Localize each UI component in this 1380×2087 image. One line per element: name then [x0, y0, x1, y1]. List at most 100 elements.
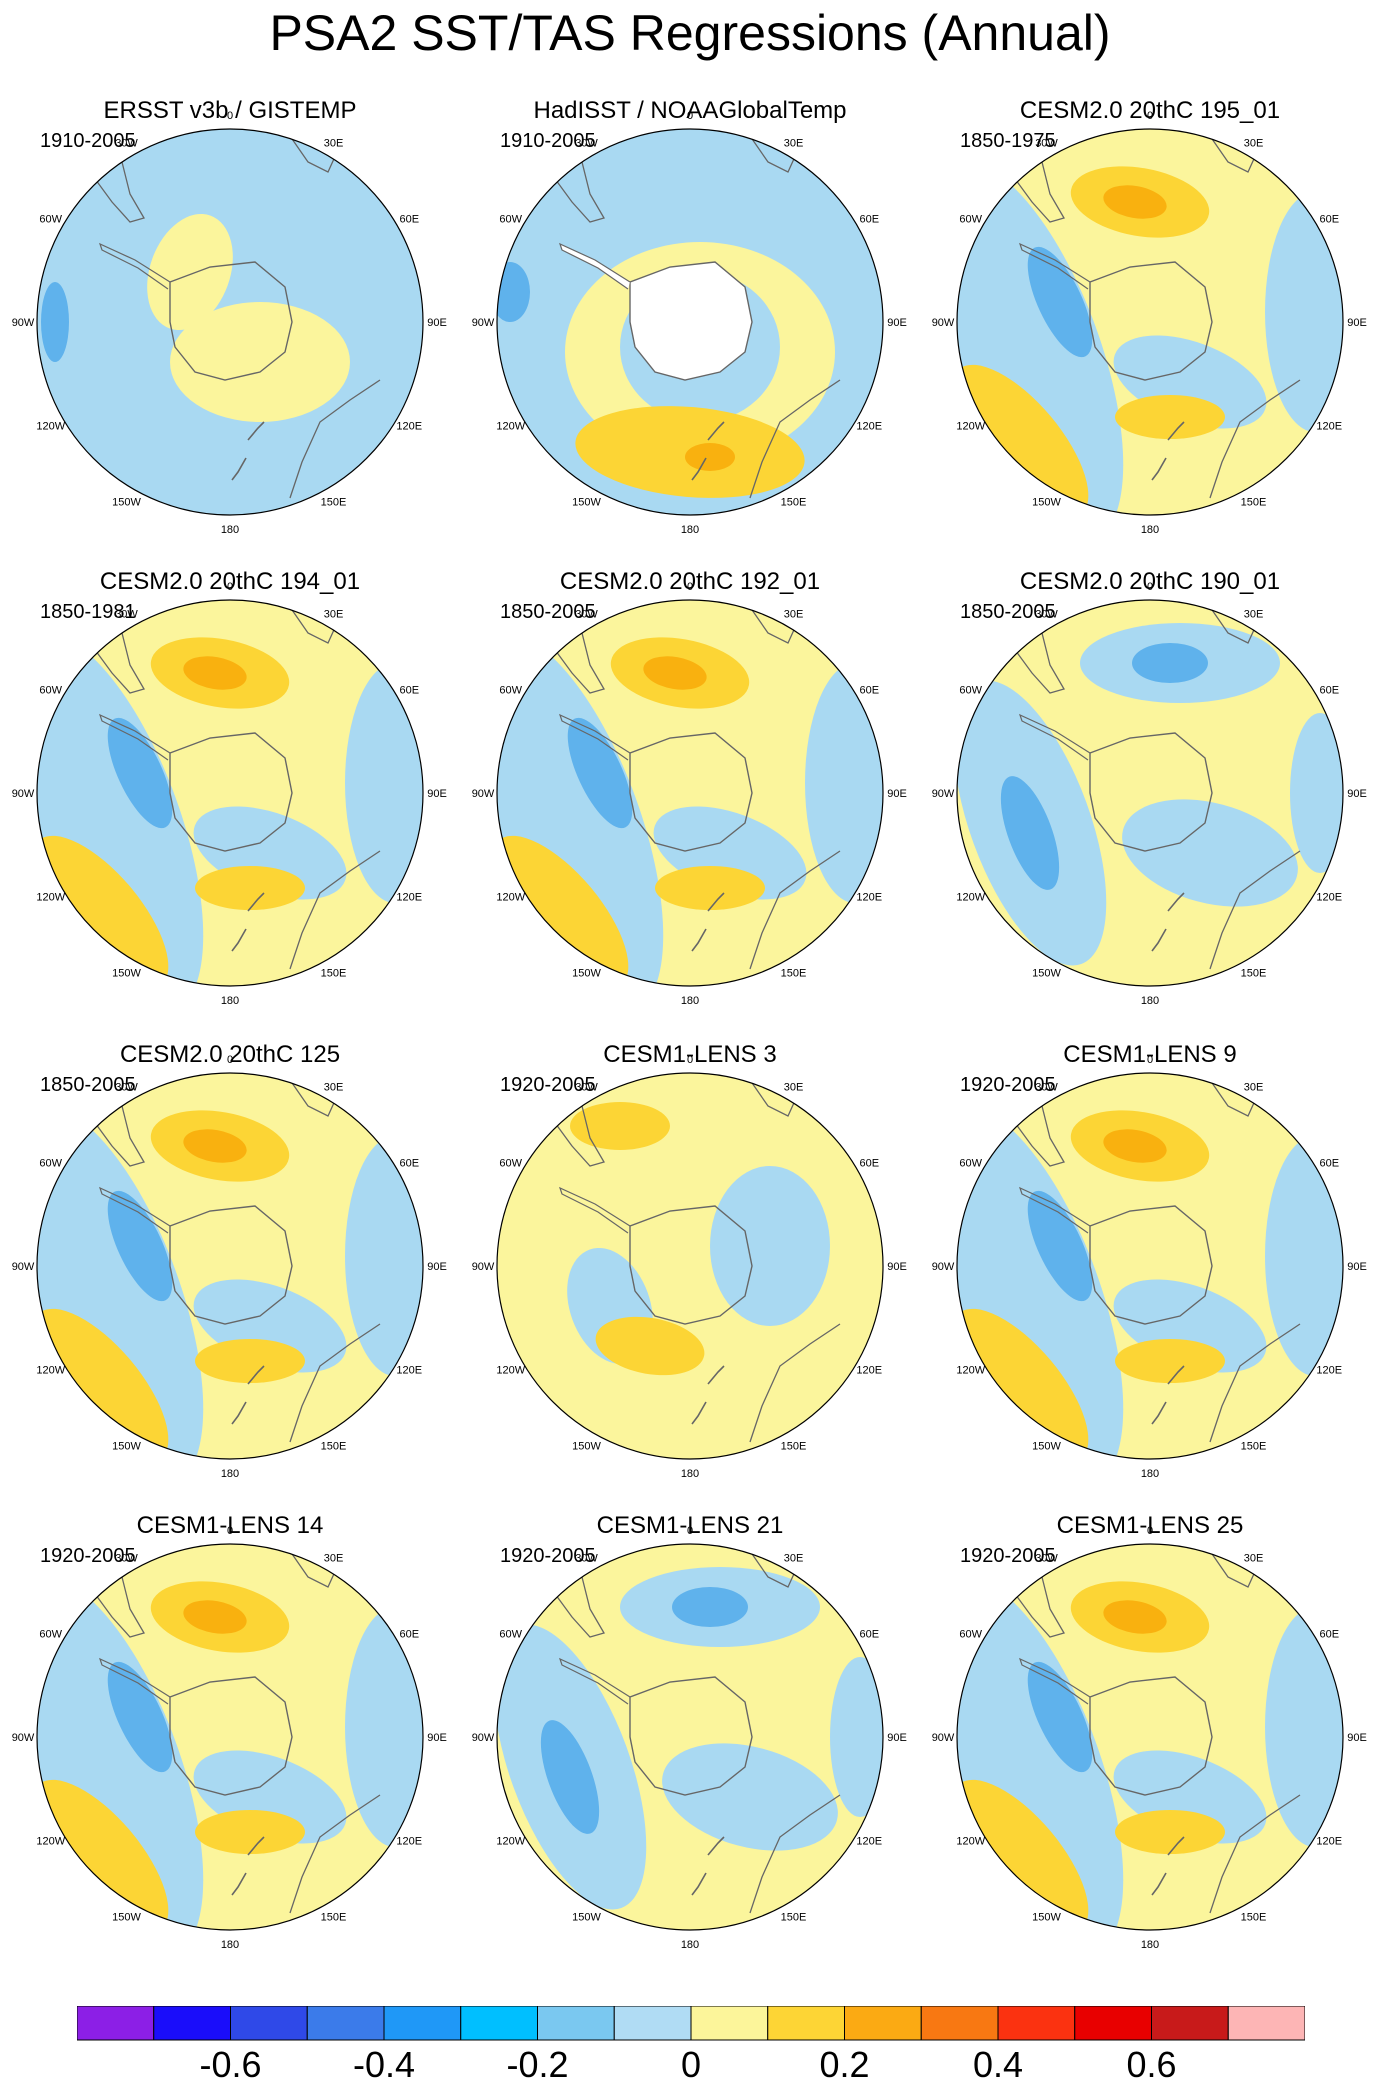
antarctica-landmass — [1089, 732, 1213, 852]
negative-anomaly-core — [672, 1587, 748, 1627]
longitude-label: 60W — [39, 1629, 62, 1641]
longitude-label: 60W — [959, 214, 982, 226]
australia-coast — [289, 379, 381, 499]
map-panel: CESM1-LENS 25 1920-2005 0 30E 60E 90E 120E 150E… — [920, 1510, 1380, 1984]
map-panel: HadISST / NOAAGlobalTemp 1910-2005 0 30E 60E… — [460, 95, 920, 569]
longitude-label: 30W — [115, 609, 138, 621]
africa-coast — [749, 135, 799, 173]
africa-coast — [749, 1550, 799, 1588]
antarctic-peninsula — [98, 242, 171, 290]
antarctica-landmass — [1089, 1676, 1213, 1796]
longitude-label: 90E — [427, 317, 447, 329]
panel-title: HadISST / NOAAGlobalTemp — [533, 97, 847, 124]
longitude-label: 150E — [781, 967, 807, 979]
positive-anomaly — [655, 866, 765, 910]
longitude-label: 120E — [396, 892, 422, 904]
anomaly-field — [497, 129, 883, 515]
longitude-label: 60W — [959, 1158, 982, 1170]
positive-anomaly — [147, 213, 233, 331]
colorbar-swatch — [690, 2006, 769, 2041]
panel-title: ERSST v3b / GISTEMP — [103, 97, 357, 124]
longitude-label: 90W — [12, 317, 35, 329]
longitude-label: 180 — [221, 524, 239, 536]
longitude-label: 150W — [112, 1911, 141, 1923]
longitude-label: 150E — [321, 496, 347, 508]
longitude-label: 120W — [36, 1365, 65, 1377]
positive-anomaly — [1115, 1339, 1225, 1383]
map-panel: CESM2.0 20thC 192_01 1850-2005 0 30E 60E 90E 1… — [460, 566, 920, 1040]
longitude-label: 30E — [1244, 1553, 1264, 1565]
longitude-label: 60W — [39, 214, 62, 226]
panel-years: 1910-2005 — [40, 130, 136, 152]
negative-anomaly-band — [1265, 1136, 1343, 1376]
colorbar-swatch — [153, 2006, 231, 2041]
positive-anomaly — [1115, 1810, 1225, 1854]
map-border — [496, 1543, 884, 1931]
colorbar-tick-label: 0.6 — [1126, 2044, 1177, 2085]
longitude-label: 180 — [1141, 524, 1159, 536]
longitude-label: 120E — [856, 892, 882, 904]
main-title: PSA2 SST/TAS Regressions (Annual) — [269, 5, 1111, 61]
polar-stereographic-map: 0 30E 60E 90E 120E 150E 180 150W 120W 90W 60W 30W — [472, 110, 907, 536]
longitude-label: 60W — [499, 685, 522, 697]
colorbar-swatch — [460, 2006, 538, 2041]
longitude-label: 150E — [781, 496, 807, 508]
longitude-label: 90W — [12, 1732, 35, 1744]
positive-anomaly-core — [183, 1600, 247, 1634]
longitude-label: 0 — [1147, 110, 1153, 122]
panel-title: CESM1-LENS 9 — [1063, 1041, 1237, 1068]
longitude-label: 30W — [575, 1082, 598, 1094]
longitude-label: 150E — [1241, 1440, 1267, 1452]
longitude-label: 120E — [396, 421, 422, 433]
polar-stereographic-map: 0 30E 60E 90E 120E 150E 180 150W 120W 90W 60W 30W — [12, 1525, 447, 1951]
panel-title: CESM2.0 20thC 190_01 — [1019, 568, 1281, 595]
map-panel: CESM2.0 20thC 190_01 1850-2005 0 30E 60E 90E 1… — [920, 566, 1380, 1040]
negative-anomaly-core — [497, 262, 530, 322]
longitude-label: 90W — [932, 1732, 955, 1744]
anomaly-field — [37, 1073, 423, 1459]
anomaly-field — [957, 600, 1343, 986]
polar-stereographic-map: 0 30E 60E 90E 120E 150E 180 150W 120W 90W 60W 30W — [932, 1525, 1367, 1951]
australia-coast — [749, 1794, 841, 1914]
longitude-label: 0 — [227, 1525, 233, 1537]
panel-years: 1910-2005 — [500, 130, 596, 152]
colorbar-tick-label: 0.2 — [819, 2044, 870, 2085]
antarctic-peninsula — [558, 1657, 631, 1705]
negative-anomaly-band — [805, 663, 883, 903]
longitude-label: 120E — [856, 1365, 882, 1377]
longitude-label: 120W — [956, 892, 985, 904]
new-zealand-coast — [231, 892, 265, 952]
negative-anomaly-band — [1265, 192, 1343, 432]
positive-anomaly-core — [1103, 1600, 1167, 1634]
colorbar-swatch — [767, 2006, 845, 2041]
longitude-label: 60E — [859, 1158, 879, 1170]
panel-title: CESM1-LENS 14 — [136, 1512, 324, 1539]
longitude-label: 120W — [956, 1836, 985, 1848]
longitude-label: 90E — [427, 1732, 447, 1744]
colorbar-swatch — [537, 2006, 615, 2041]
australia-coast — [1209, 850, 1301, 970]
new-zealand-coast — [231, 1365, 265, 1425]
positive-anomaly-core — [685, 443, 735, 471]
anomaly-field — [957, 129, 1343, 515]
map-border — [956, 128, 1344, 516]
map-panel: CESM2.0 20thC 125 1850-2005 0 30E 60E 90E 120E… — [0, 1039, 460, 1513]
map-border — [36, 599, 424, 987]
longitude-label: 180 — [681, 1468, 699, 1480]
map-border — [496, 128, 884, 516]
longitude-label: 120W — [36, 892, 65, 904]
longitude-label: 120E — [1316, 1365, 1342, 1377]
longitude-label: 150W — [112, 1440, 141, 1452]
longitude-label: 120E — [1316, 1836, 1342, 1848]
longitude-label: 150E — [321, 967, 347, 979]
panel-title: CESM2.0 20thC 125 — [119, 1041, 341, 1068]
panel-years: 1850-1975 — [960, 130, 1056, 152]
longitude-label: 60W — [499, 1629, 522, 1641]
panel-years: 1920-2005 — [500, 1074, 596, 1096]
longitude-label: 120E — [396, 1365, 422, 1377]
map-border — [956, 599, 1344, 987]
negative-anomaly-core — [41, 282, 69, 362]
colorbar-swatch — [230, 2006, 308, 2041]
africa-coast — [1209, 1079, 1259, 1117]
positive-anomaly — [37, 1308, 169, 1459]
